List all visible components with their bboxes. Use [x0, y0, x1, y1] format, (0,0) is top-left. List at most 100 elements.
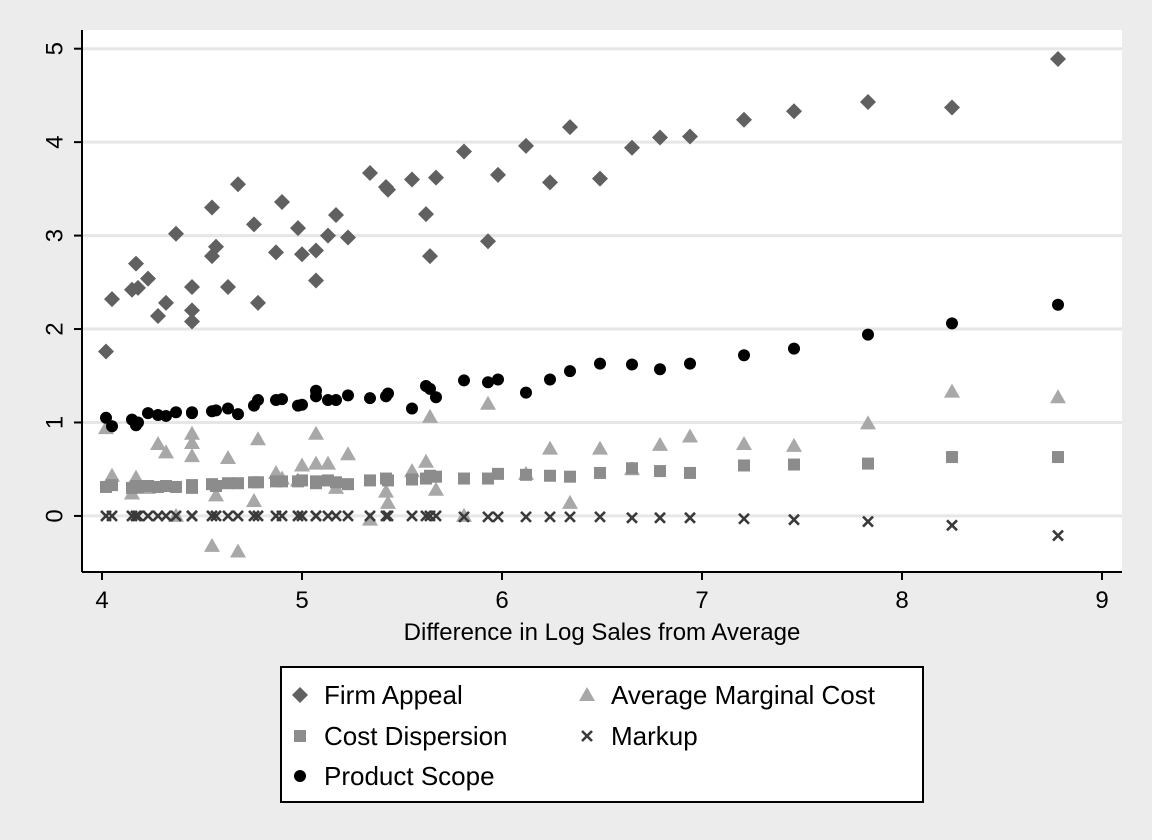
data-point [142, 407, 154, 420]
data-point [428, 481, 444, 496]
series-firm-appeal [98, 50, 1066, 360]
data-point [458, 374, 470, 387]
data-point [594, 510, 606, 523]
data-point [492, 510, 504, 523]
data-point [310, 384, 322, 397]
data-point [480, 233, 496, 250]
data-point [296, 474, 308, 487]
data-point [482, 376, 494, 389]
data-point [422, 408, 438, 423]
data-point [944, 383, 960, 398]
data-point [626, 462, 638, 475]
data-point [186, 481, 198, 494]
series-product-scope [100, 298, 1064, 433]
data-point [310, 510, 322, 522]
series-cost-dispersion [100, 451, 1064, 494]
data-point [406, 402, 418, 415]
data-point [652, 129, 668, 146]
data-point [158, 444, 174, 459]
data-point [160, 510, 172, 522]
data-point [294, 457, 310, 472]
data-point [252, 510, 264, 522]
x-tick-label: 6 [495, 587, 508, 614]
data-point [944, 99, 960, 116]
data-point [150, 307, 166, 324]
data-point [274, 193, 290, 210]
data-point [520, 386, 532, 399]
y-tick-label: 0 [41, 509, 68, 522]
data-point [130, 510, 142, 522]
data-point [380, 510, 392, 522]
data-point [862, 328, 874, 341]
data-point [186, 407, 198, 420]
data-point [422, 248, 438, 265]
data-point [458, 472, 470, 485]
data-point [492, 467, 504, 480]
data-point [1050, 389, 1066, 404]
data-point [208, 487, 224, 502]
data-point [248, 510, 260, 522]
data-point [480, 395, 496, 410]
data-point [330, 510, 342, 522]
data-point [862, 457, 874, 470]
data-point [520, 510, 532, 523]
data-point [562, 119, 578, 136]
data-point [428, 169, 444, 186]
series-average-marginal-cost [98, 383, 1066, 558]
data-point [230, 543, 246, 558]
data-point [594, 466, 606, 479]
data-point [184, 302, 200, 319]
data-point [736, 111, 752, 128]
data-point [364, 474, 376, 487]
data-point [786, 103, 802, 120]
data-point [592, 440, 608, 455]
data-point [626, 358, 638, 371]
data-point [594, 357, 606, 370]
data-point [1050, 50, 1066, 67]
data-point [106, 510, 118, 522]
legend-item: Firm Appeal [292, 680, 463, 710]
legend-item: Cost Dispersion [294, 721, 508, 751]
data-point [342, 510, 354, 522]
data-point [482, 510, 494, 523]
gridlines [82, 47, 1122, 518]
data-point [308, 242, 324, 259]
data-point [328, 207, 344, 224]
x-axis-title: Difference in Log Sales from Average [404, 619, 801, 646]
data-point [1052, 529, 1064, 542]
data-point [142, 510, 154, 522]
data-point [308, 425, 324, 440]
data-point [518, 137, 534, 154]
data-point [132, 510, 144, 522]
data-point [150, 435, 166, 450]
data-point [308, 272, 324, 289]
legend-item: Markup [581, 721, 698, 751]
data-point [186, 510, 198, 522]
data-point [490, 166, 506, 183]
data-point [862, 515, 874, 528]
data-point [544, 373, 556, 386]
x-tick-label: 4 [95, 587, 108, 614]
data-point [104, 467, 120, 482]
data-point [296, 398, 308, 411]
data-point [382, 474, 394, 487]
legend-box [280, 666, 924, 803]
data-point [160, 409, 172, 422]
data-point [626, 511, 638, 524]
data-point [320, 227, 336, 244]
data-point [406, 473, 418, 486]
data-point [736, 435, 752, 450]
data-point [382, 510, 394, 522]
data-point [682, 428, 698, 443]
legend-item: Average Marginal Cost [579, 680, 876, 710]
data-point [204, 248, 220, 265]
data-point [220, 278, 236, 295]
data-point [184, 448, 200, 463]
data-point [418, 206, 434, 223]
data-point [252, 476, 264, 489]
data-point [276, 393, 288, 406]
data-point [310, 477, 322, 490]
data-point [652, 436, 668, 451]
data-point [140, 270, 156, 287]
